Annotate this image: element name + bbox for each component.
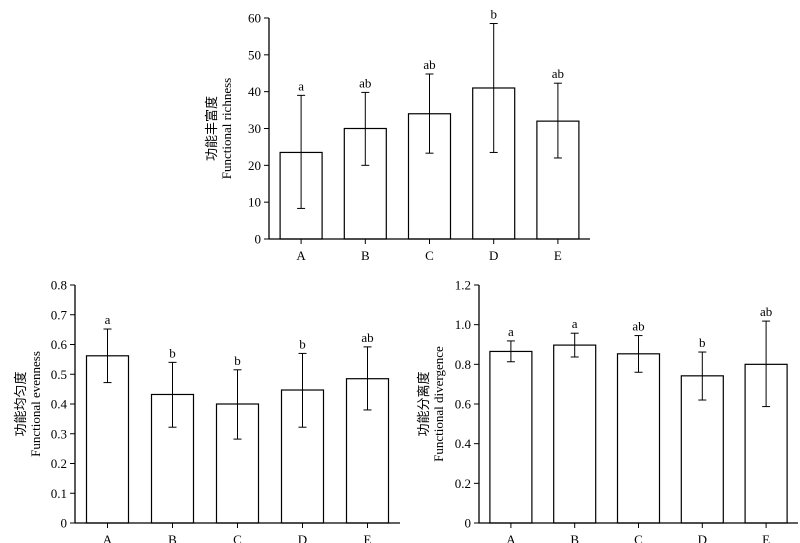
significance-label: a	[298, 78, 304, 93]
y-tick-label: 30	[248, 121, 261, 136]
y-axis-label-en: Functional divergence	[431, 346, 446, 462]
significance-label: b	[490, 7, 497, 22]
x-tick-label: D	[489, 248, 498, 263]
y-tick-label: 0.8	[51, 278, 67, 293]
y-tick-label: 0.5	[51, 367, 67, 382]
x-tick-label: C	[233, 532, 242, 543]
y-tick-label: 10	[248, 195, 261, 210]
significance-label: b	[234, 353, 241, 368]
significance-label: ab	[361, 330, 373, 345]
bar-C	[616, 353, 661, 524]
chart-evenness: 0 0.1 0.2 0.3 0.4 0.5 0.6 0.7 0.8 a Ab Bb Cb Dab E 功能均匀…	[13, 278, 400, 543]
y-axis-label-cn: 功能均匀度	[13, 371, 28, 436]
x-tick-label: A	[506, 532, 516, 543]
chart-richness: 0 10 20 30 40 50 60 a Aab Bab Cb Dab E 功能丰富度Functiona…	[204, 7, 590, 263]
x-tick-label: C	[425, 248, 434, 263]
y-tick-label: 0	[255, 232, 262, 247]
significance-label: b	[299, 336, 306, 351]
bar-A	[85, 355, 130, 524]
x-tick-label: D	[298, 532, 307, 543]
y-tick-label: 50	[248, 47, 261, 62]
y-tick-label: 0.4	[455, 436, 472, 451]
significance-label: ab	[632, 319, 644, 334]
y-tick-label: 0.4	[51, 397, 68, 412]
significance-label: a	[508, 324, 514, 339]
bar-B	[553, 344, 597, 524]
x-tick-label: B	[168, 532, 177, 543]
x-tick-label: A	[296, 248, 306, 263]
y-tick-label: 1.2	[455, 278, 471, 293]
significance-label: ab	[552, 66, 564, 81]
y-tick-label: 0.3	[51, 426, 67, 441]
y-axis-label: 功能均匀度Functional evenness	[13, 351, 43, 457]
x-tick-label: E	[364, 532, 372, 543]
y-axis-label: 功能分离度Functional divergence	[416, 346, 446, 462]
y-tick-label: 20	[248, 158, 261, 173]
y-axis-label-cn: 功能丰富度	[204, 96, 219, 161]
x-tick-label: B	[361, 248, 370, 263]
y-tick-label: 0	[465, 516, 472, 531]
x-tick-label: C	[634, 532, 643, 543]
significance-label: a	[105, 312, 111, 327]
x-tick-label: D	[698, 532, 707, 543]
significance-label: ab	[359, 75, 371, 90]
x-tick-label: E	[554, 248, 562, 263]
significance-label: b	[699, 335, 706, 350]
y-tick-label: 0.6	[455, 397, 472, 412]
y-tick-label: 0	[61, 516, 68, 531]
y-tick-label: 60	[248, 11, 261, 26]
x-tick-label: A	[103, 532, 113, 543]
significance-label: a	[572, 316, 578, 331]
x-tick-label: E	[762, 532, 770, 543]
y-axis-label-en: Functional richness	[219, 78, 234, 179]
y-tick-label: 40	[248, 84, 261, 99]
y-tick-label: 0.2	[51, 456, 67, 471]
bar-A	[489, 350, 533, 524]
y-tick-label: 0.8	[455, 357, 471, 372]
y-tick-label: 0.1	[51, 486, 67, 501]
chart-divergence: 0 0.2 0.4 0.6 0.8 1.0 1.2 a Aa Bab Cb Dab E 功能分离度Func…	[416, 278, 798, 543]
significance-label: ab	[423, 57, 435, 72]
y-axis-label: 功能丰富度Functional richness	[204, 78, 234, 179]
y-tick-label: 0.7	[51, 307, 68, 322]
y-tick-label: 0.6	[51, 337, 68, 352]
significance-label: ab	[760, 304, 772, 319]
x-tick-label: B	[570, 532, 579, 543]
significance-label: b	[169, 345, 176, 360]
y-tick-label: 0.2	[455, 476, 471, 491]
y-axis-label-cn: 功能分离度	[416, 371, 431, 436]
y-axis-label-en: Functional evenness	[28, 351, 43, 457]
y-tick-label: 1.0	[455, 317, 471, 332]
